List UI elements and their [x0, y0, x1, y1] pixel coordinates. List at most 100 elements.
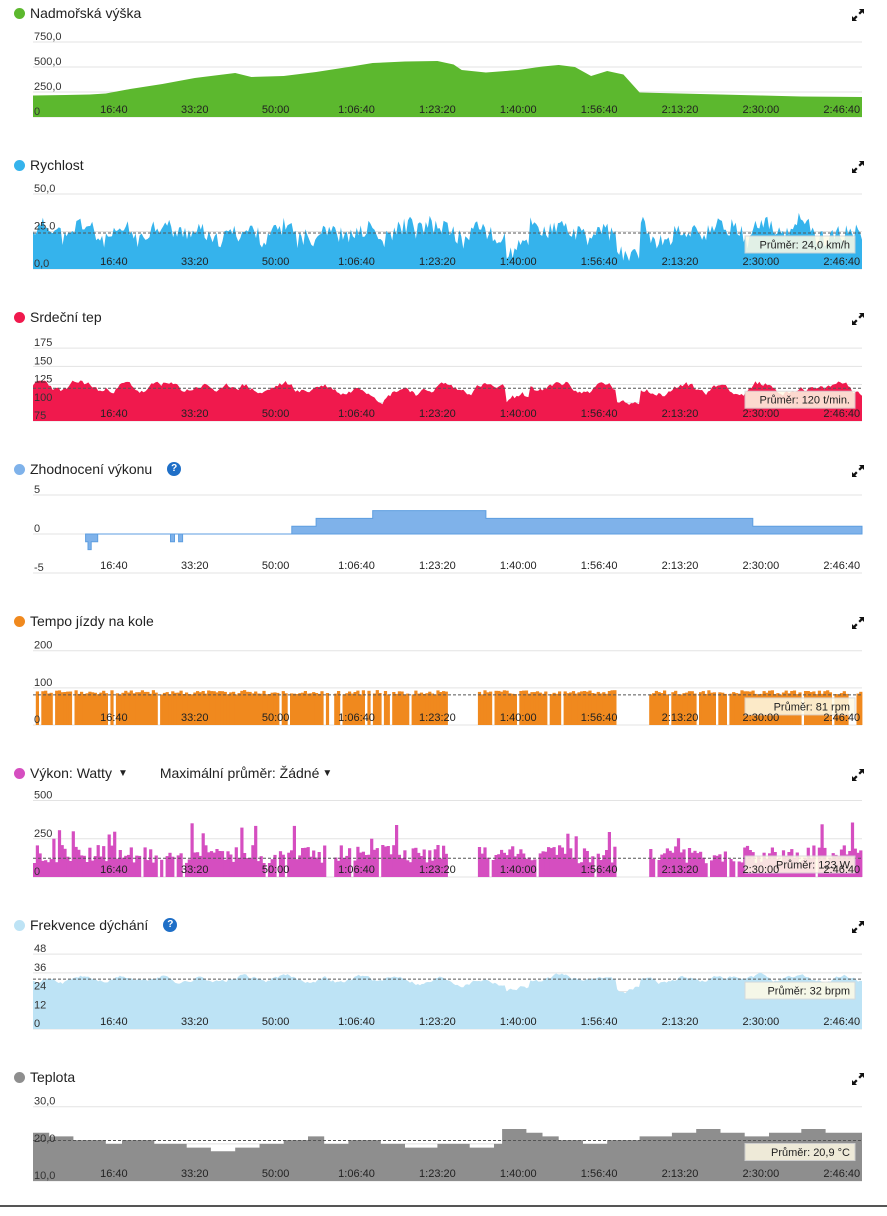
series-bar — [359, 852, 363, 877]
series-bar — [549, 694, 553, 725]
series-bar — [306, 847, 310, 877]
series-bar — [425, 862, 429, 877]
series-bar — [262, 863, 266, 877]
series-bar — [607, 832, 611, 877]
series-bar — [212, 852, 216, 877]
series-bar — [121, 692, 125, 725]
series-bar — [91, 860, 95, 877]
series-bar — [118, 850, 122, 877]
help-icon[interactable]: ? — [163, 918, 178, 932]
series-bar — [558, 691, 562, 725]
series-bar — [372, 849, 377, 877]
series-bar — [165, 856, 169, 877]
expand-icon[interactable] — [851, 920, 865, 934]
expand-icon[interactable] — [851, 312, 865, 326]
chart-title: Nadmořská výška — [30, 5, 142, 21]
help-icon[interactable]: ? — [167, 462, 182, 476]
series-bar — [676, 694, 681, 725]
series-bar — [63, 848, 67, 877]
series-bar — [41, 691, 45, 725]
series-bar — [273, 692, 277, 725]
series-bar — [359, 694, 363, 725]
series-bar — [132, 862, 136, 877]
series-bar — [99, 856, 103, 877]
chart-title[interactable]: Výkon: Watty — [30, 765, 112, 781]
series-bar — [82, 855, 86, 877]
average-label: Průměr: 120 t/min. — [760, 395, 850, 407]
series-bar — [433, 694, 437, 725]
legend-dot-icon — [14, 463, 25, 475]
expand-icon[interactable] — [851, 464, 865, 478]
series-bar — [345, 855, 349, 877]
y-tick-label: 25,0 — [34, 221, 55, 233]
series-bar — [682, 693, 686, 725]
x-tick-label: 1:06:40 — [338, 408, 375, 420]
series-bar — [566, 693, 570, 725]
series-bar — [93, 692, 97, 725]
series-bar — [494, 855, 498, 877]
expand-icon[interactable] — [851, 1072, 865, 1086]
x-tick-label: 2:13:20 — [662, 104, 699, 116]
series-bar — [348, 691, 352, 725]
series-bar — [303, 691, 307, 725]
series-bar — [740, 862, 744, 877]
series-bar — [276, 692, 280, 725]
expand-icon[interactable] — [851, 768, 865, 782]
series-bar — [71, 831, 75, 877]
series-bar — [395, 825, 399, 877]
series-bar — [240, 827, 244, 877]
series-bar — [353, 860, 357, 877]
expand-icon[interactable] — [851, 616, 865, 630]
series-bar — [325, 693, 330, 725]
series-bar — [104, 861, 108, 877]
series-bar — [66, 691, 70, 725]
x-tick-label: 33:20 — [181, 408, 209, 420]
series-bar — [599, 860, 603, 877]
y-tick-label: 125 — [34, 374, 52, 386]
x-tick-label: 1:56:40 — [581, 864, 618, 876]
series-bar — [140, 690, 144, 725]
series-bar — [317, 693, 321, 725]
series-bar — [403, 850, 407, 877]
series-bar — [251, 693, 255, 725]
x-tick-label: 50:00 — [262, 1168, 290, 1180]
bottom-border — [0, 1205, 887, 1207]
x-tick-label: 1:06:40 — [338, 1168, 375, 1180]
series-bar — [674, 846, 678, 877]
chart-panel-respiration: Průměr: 32 brpm 48 36 24 12 0 16:40 33:20 50:00 1… — [0, 912, 887, 1064]
max-average-select[interactable]: Maximální průměr: Žádné — [159, 765, 320, 781]
series-bar — [721, 861, 725, 877]
series-bar — [502, 690, 506, 725]
series-bar — [704, 693, 708, 725]
series-bar — [571, 857, 576, 877]
series-bar — [710, 692, 714, 725]
x-tick-label: 50:00 — [262, 560, 290, 572]
series-bar — [502, 852, 506, 877]
series-bar — [533, 692, 537, 725]
series-bar — [541, 693, 545, 725]
chart-svg: Průměr: 81 rpm 200 100 0 16:40 33:20 50:00 1:06… — [33, 640, 863, 726]
series-bar — [226, 851, 230, 877]
series-bar — [480, 694, 484, 725]
series-bar — [298, 855, 302, 877]
series-bar — [96, 694, 100, 725]
series-bar — [314, 857, 319, 877]
series-bar — [582, 691, 587, 725]
expand-icon[interactable] — [851, 160, 865, 174]
series-bar — [154, 855, 158, 877]
expand-icon[interactable] — [851, 8, 865, 22]
chevron-down-icon[interactable]: ▼ — [117, 767, 128, 779]
series-bar — [704, 863, 708, 877]
x-tick-label: 2:30:00 — [743, 1168, 780, 1180]
series-bar — [218, 851, 222, 877]
series-bar — [88, 691, 92, 725]
chart-panel-elevation: 750,0 500,0 250,0 0 16:40 33:20 50:00 1:06:40 1:… — [0, 0, 887, 152]
series-bar — [179, 853, 183, 877]
series-bar — [215, 849, 219, 877]
series-bar — [406, 693, 410, 725]
series-bar — [193, 852, 197, 877]
series-bar — [419, 856, 424, 877]
series-bar — [602, 692, 606, 725]
chevron-down-icon[interactable]: ▼ — [322, 767, 333, 779]
series-bar — [127, 692, 131, 725]
